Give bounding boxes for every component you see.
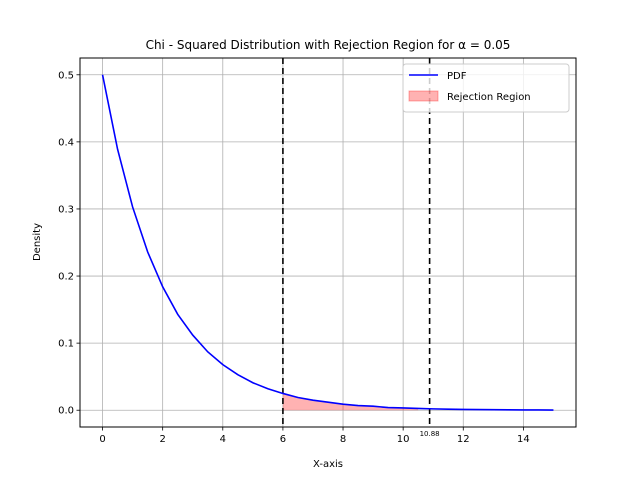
x-tick-label: 2 (159, 434, 165, 445)
x-tick-label: 4 (220, 434, 226, 445)
critical-value-annotation: 10.88 (420, 430, 440, 438)
x-tick-label: 12 (457, 434, 470, 445)
legend: PDF Rejection Region (402, 63, 570, 113)
plot-frame (79, 57, 577, 428)
x-tick-label: 8 (340, 434, 346, 445)
legend-pdf-label: PDF (447, 71, 467, 82)
y-tick-label: 0.0 (58, 406, 74, 417)
x-tick-label: 14 (517, 434, 530, 445)
rejection-region-layer (282, 393, 419, 411)
annotation-layer: 10.88 (420, 430, 440, 438)
x-tick-label: 6 (280, 434, 286, 445)
y-axis-label: Density (32, 223, 43, 261)
y-tick-label: 0.3 (58, 204, 74, 215)
tick-layer: 0 2 4 6 8 10 12 14 0.0 0.1 0.2 0.3 0.4 0.5 (58, 70, 530, 445)
chart-title: Chi - Squared Distribution with Rejectio… (146, 38, 511, 52)
legend-box (402, 63, 570, 113)
pdf-line (101, 74, 554, 411)
critical-lines-layer (282, 58, 431, 427)
x-axis-label: X-axis (313, 459, 343, 470)
legend-rejection-swatch (408, 90, 439, 102)
grid-layer (80, 58, 576, 427)
x-tick-label: 0 (99, 434, 105, 445)
y-tick-label: 0.1 (58, 339, 74, 350)
rejection-region-area (282, 393, 419, 411)
x-tick-label: 10 (397, 434, 410, 445)
y-tick-label: 0.5 (58, 70, 74, 81)
pdf-series-layer (101, 74, 554, 411)
y-tick-label: 0.4 (58, 137, 74, 148)
legend-rejection-label: Rejection Region (447, 92, 531, 103)
y-tick-label: 0.2 (58, 272, 74, 283)
